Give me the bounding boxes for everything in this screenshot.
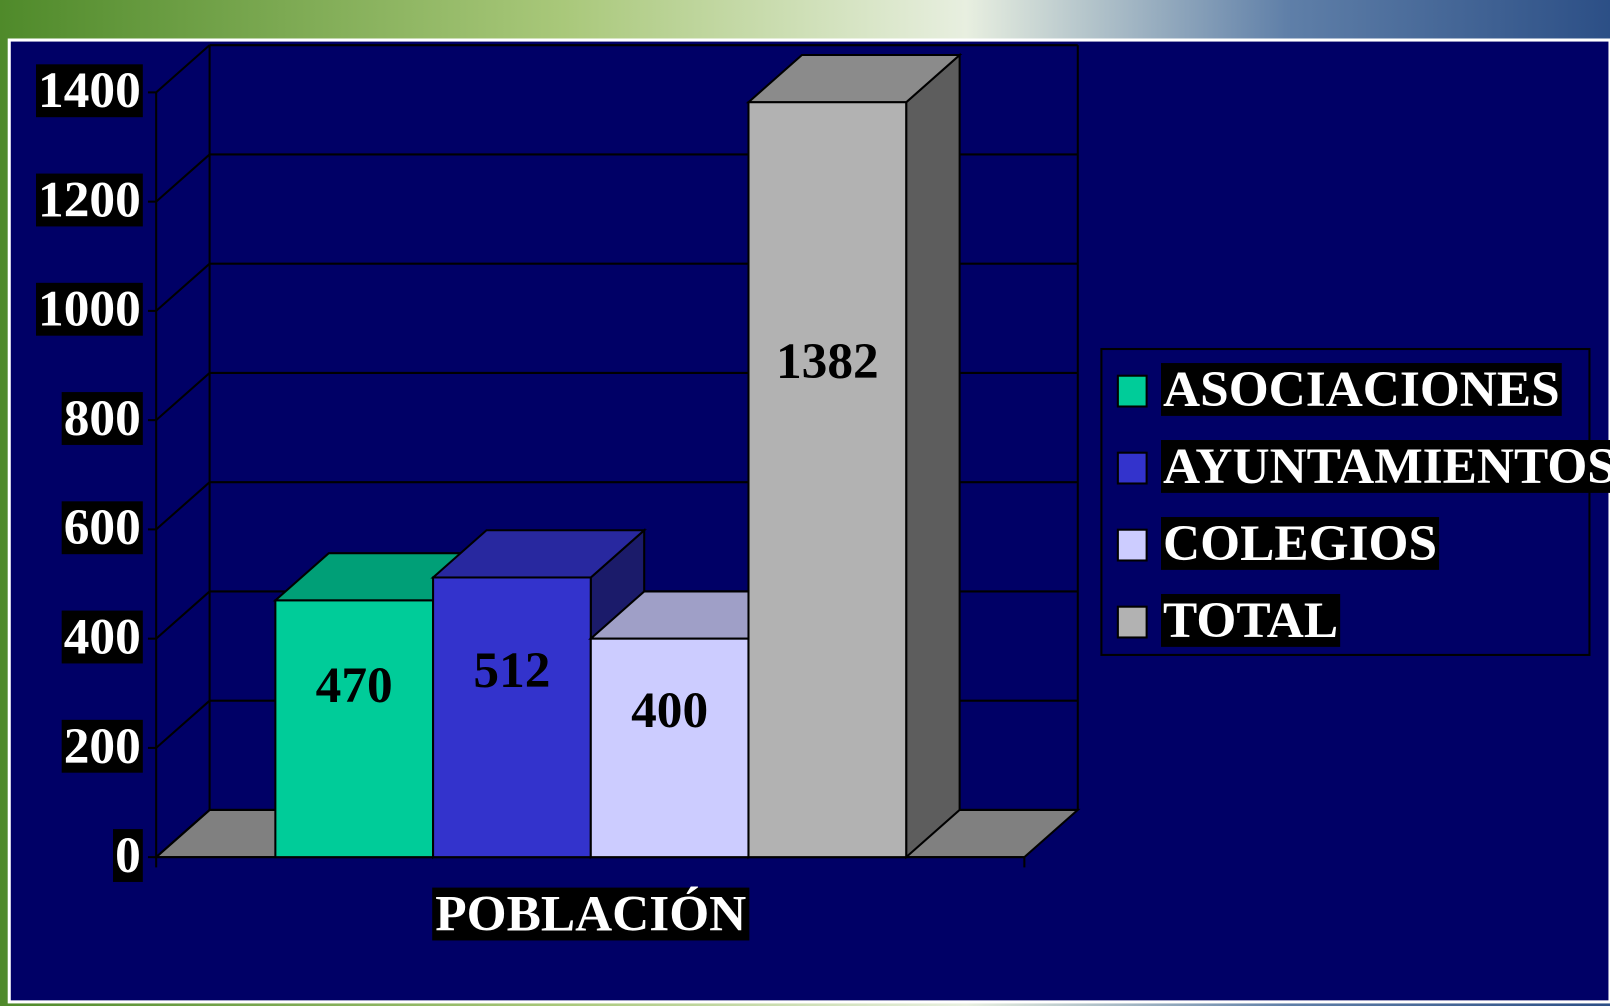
bar bbox=[433, 577, 591, 857]
bar-side bbox=[906, 55, 959, 857]
data-label: 1382 bbox=[776, 333, 879, 390]
data-label: 512 bbox=[473, 642, 550, 699]
legend-label: AYUNTAMIENTOS bbox=[1163, 438, 1610, 495]
y-tick-label: 1200 bbox=[38, 172, 141, 229]
y-tick-label: 1400 bbox=[38, 62, 141, 119]
bar bbox=[275, 600, 433, 857]
y-tick-label: 600 bbox=[64, 499, 141, 556]
legend-swatch bbox=[1118, 453, 1147, 484]
y-tick-label: 200 bbox=[64, 718, 141, 775]
y-tick-label: 400 bbox=[64, 609, 141, 666]
legend-label: ASOCIACIONES bbox=[1163, 361, 1560, 418]
chart: 0 200 400 600 800 1000 1200 1400 470 512 400 1382 PO… bbox=[0, 0, 1610, 1006]
x-tick-label: POBLACIÓN bbox=[435, 886, 746, 943]
y-tick-label: 800 bbox=[64, 390, 141, 447]
bar bbox=[748, 102, 906, 857]
legend-swatch bbox=[1118, 376, 1147, 407]
bar bbox=[591, 639, 749, 858]
y-tick-label: 0 bbox=[115, 827, 141, 884]
legend-label: COLEGIOS bbox=[1163, 515, 1437, 572]
data-label: 470 bbox=[316, 657, 393, 714]
page: 0 200 400 600 800 1000 1200 1400 470 512 400 1382 PO… bbox=[0, 0, 1610, 1006]
legend-swatch bbox=[1118, 607, 1147, 638]
legend-swatch bbox=[1118, 530, 1147, 561]
y-tick-label: 1000 bbox=[38, 281, 141, 338]
legend-label: TOTAL bbox=[1163, 592, 1338, 649]
data-label: 400 bbox=[631, 682, 708, 739]
